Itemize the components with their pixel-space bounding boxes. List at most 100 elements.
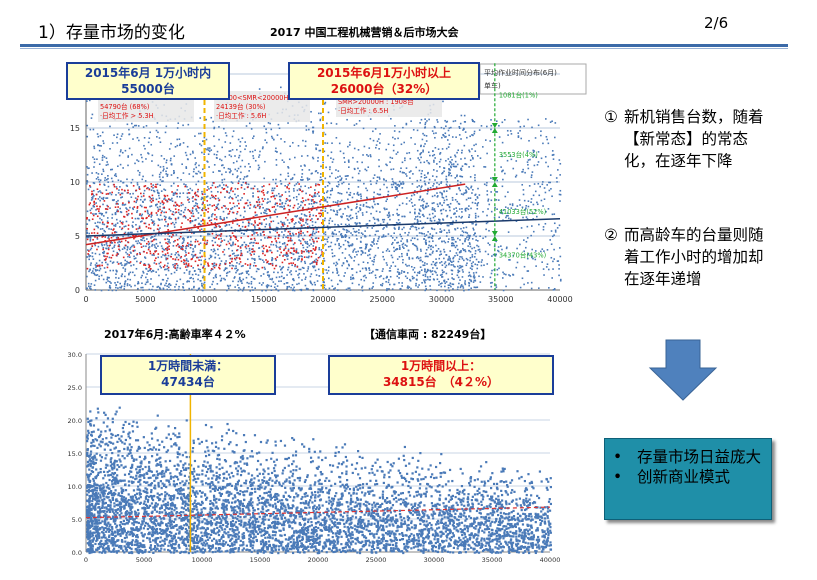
data-point	[502, 271, 504, 274]
data-point	[312, 230, 315, 233]
boundary-arrow-icon	[491, 128, 498, 133]
data-point	[95, 262, 98, 264]
data-point	[404, 159, 406, 162]
data-point	[226, 289, 228, 292]
data-point	[550, 188, 552, 190]
data-point	[540, 199, 543, 202]
data-point	[111, 217, 113, 219]
data-point	[233, 277, 236, 279]
data-point	[264, 139, 266, 141]
data-point	[221, 228, 223, 231]
data-point	[175, 203, 178, 206]
data-point	[90, 271, 93, 274]
data-point	[130, 285, 132, 288]
data-point	[184, 217, 187, 219]
data-point	[451, 136, 454, 138]
data-point	[375, 230, 378, 233]
data-point	[435, 186, 438, 188]
data-point	[395, 182, 397, 185]
data-point	[161, 278, 164, 281]
data-point	[319, 212, 322, 215]
data-point	[274, 230, 277, 232]
data-point	[269, 262, 272, 265]
data-point	[246, 272, 248, 275]
data-point	[127, 212, 130, 215]
data-point	[416, 192, 419, 194]
data-point	[200, 214, 202, 217]
data-point	[551, 277, 553, 279]
data-point	[105, 164, 108, 166]
data-point	[201, 196, 203, 199]
data-point	[518, 199, 521, 201]
data-point	[213, 288, 216, 290]
data-point	[473, 256, 476, 258]
data-point	[236, 160, 238, 163]
data-point	[97, 226, 99, 229]
data-point	[192, 256, 194, 259]
data-point	[167, 198, 170, 200]
data-point	[279, 268, 282, 271]
data-point	[243, 176, 246, 178]
data-point	[224, 278, 226, 281]
data-point	[163, 157, 166, 160]
data-point	[460, 114, 463, 117]
data-point	[435, 244, 437, 247]
data-point	[153, 262, 156, 264]
data-point	[460, 227, 462, 230]
data-point	[452, 256, 455, 259]
data-point	[220, 237, 222, 240]
data-point	[387, 194, 389, 197]
data-point	[192, 170, 195, 173]
data-point	[192, 277, 195, 280]
data-point	[272, 220, 275, 223]
data-point	[157, 218, 160, 220]
data-point	[108, 244, 111, 247]
data-point	[219, 262, 222, 265]
data-point	[468, 242, 471, 244]
data-point	[348, 166, 350, 168]
data-point	[519, 243, 521, 246]
data-point	[313, 265, 316, 268]
data-point	[468, 278, 471, 281]
data-point	[406, 265, 408, 267]
data-point	[200, 198, 203, 201]
data-point	[482, 276, 484, 278]
data-point	[269, 216, 272, 218]
data-point	[128, 273, 130, 276]
data-point	[515, 266, 518, 269]
data-point	[230, 244, 232, 247]
data-point	[197, 264, 199, 267]
data-point	[137, 195, 139, 198]
data-point	[234, 236, 237, 239]
y-tick-label: 10	[70, 178, 80, 187]
data-point	[428, 253, 431, 256]
data-point	[168, 216, 171, 219]
data-point	[444, 119, 446, 122]
data-point	[179, 278, 182, 281]
data-point	[296, 181, 299, 184]
data-point	[277, 271, 279, 274]
data-point	[533, 183, 536, 185]
data-point	[233, 276, 236, 278]
data-point	[252, 216, 255, 218]
data-point	[401, 243, 404, 246]
data-point	[116, 251, 119, 254]
data-point	[552, 158, 555, 160]
data-point	[136, 242, 139, 245]
data-point	[147, 263, 150, 266]
data-point	[159, 178, 162, 181]
data-point	[335, 123, 338, 125]
data-point	[326, 142, 329, 144]
data-point	[228, 224, 231, 226]
data-point	[439, 158, 442, 161]
data-point	[451, 273, 453, 275]
data-point	[150, 270, 153, 273]
data-point	[451, 277, 453, 279]
data-point	[117, 165, 119, 168]
data-point	[205, 138, 208, 141]
data-point	[403, 247, 405, 250]
data-point	[223, 217, 226, 219]
data-point	[430, 245, 433, 247]
data-point	[505, 247, 508, 250]
data-point	[262, 252, 264, 255]
